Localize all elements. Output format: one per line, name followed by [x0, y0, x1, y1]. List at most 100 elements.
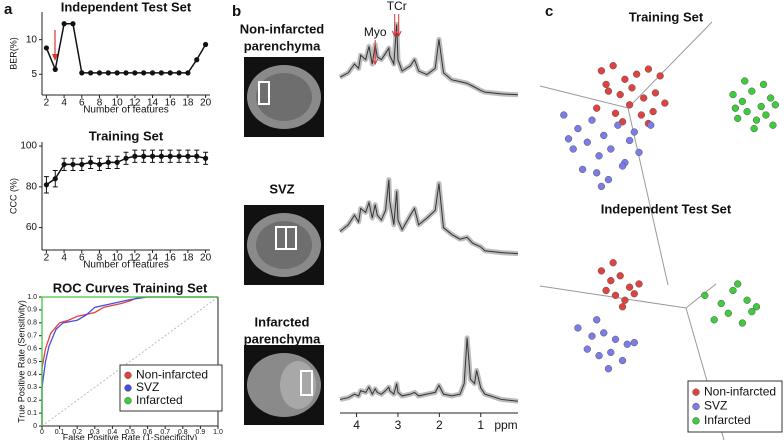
x-tick-label: 10	[112, 98, 124, 109]
x-tick-label: 8	[97, 98, 103, 109]
point	[743, 296, 751, 304]
y-tick-label: 0.6	[27, 345, 37, 352]
x-tick-label: 2	[436, 418, 443, 432]
y-tick-label: 60	[26, 222, 38, 233]
x-tick-label: 14	[147, 98, 159, 109]
marker	[79, 161, 85, 168]
point	[651, 89, 660, 97]
point	[738, 319, 747, 327]
marker	[202, 41, 209, 48]
marker	[149, 70, 156, 76]
point	[623, 340, 631, 348]
point	[588, 332, 596, 340]
point	[766, 94, 775, 102]
y-tick-label: 5	[31, 69, 37, 80]
x-tick-label: 18	[182, 253, 194, 264]
marker	[70, 21, 76, 27]
x-tick-label: 0.6	[143, 429, 153, 436]
point	[752, 116, 761, 124]
point	[602, 80, 610, 89]
point	[593, 169, 601, 177]
y-tick-label: 10	[26, 34, 38, 45]
annotation: Myo	[364, 25, 387, 39]
point	[724, 309, 732, 317]
y-tick-label: 0.8	[27, 320, 37, 327]
y-tick-label: 0.1	[27, 410, 37, 417]
spectrum-line	[339, 179, 519, 255]
point	[621, 296, 629, 304]
spectrum-title: SVZ	[269, 181, 294, 196]
x-tick-label: 0.9	[196, 429, 206, 436]
point	[743, 107, 751, 116]
x-tick-label: 0.3	[90, 429, 100, 436]
line	[41, 296, 218, 426]
spectrum-title: parenchyma	[244, 38, 321, 53]
legend-swatch	[692, 388, 700, 396]
point	[734, 114, 742, 123]
x-tick-label: 12	[129, 253, 141, 264]
chart-title: Independent Test Set	[61, 0, 192, 14]
point	[762, 111, 770, 119]
marker	[176, 153, 182, 159]
annotation: TCr	[387, 0, 407, 13]
point	[578, 165, 587, 174]
y-tick-label: 0.9	[27, 307, 37, 314]
marker	[61, 161, 67, 168]
line	[45, 23, 207, 74]
legend-swatch	[124, 397, 132, 405]
x-tick-label: 0.8	[178, 429, 188, 436]
point	[604, 365, 613, 373]
spectrum-band	[339, 335, 519, 404]
point	[607, 145, 615, 153]
x-tick-label: 10	[112, 253, 124, 264]
marker	[194, 153, 200, 159]
marker	[52, 176, 58, 182]
point	[717, 299, 725, 308]
mri-image	[244, 345, 324, 425]
panel-label: b	[232, 3, 241, 20]
marker	[176, 70, 182, 76]
legend-label: Infarcted	[136, 393, 183, 407]
point	[618, 162, 627, 170]
x-tick-label: 16	[165, 253, 177, 264]
point	[611, 291, 620, 300]
point	[752, 303, 761, 311]
point	[600, 329, 608, 337]
x-tick-label: 0	[40, 429, 44, 436]
x-tick-label: 8	[97, 253, 103, 264]
x-tick-label: 1.0	[213, 429, 223, 436]
mri-image	[244, 57, 324, 137]
marker	[43, 45, 50, 51]
y-tick-label: 0	[33, 423, 37, 430]
marker	[105, 70, 111, 76]
point	[597, 267, 606, 275]
legend-swatch	[124, 371, 132, 379]
legend	[687, 380, 783, 433]
x-tick-label: 0.7	[160, 429, 170, 436]
marker	[43, 182, 50, 188]
x-tick-label: 0.5	[125, 429, 135, 436]
point	[630, 338, 638, 347]
legend-label: SVZ	[704, 399, 727, 413]
legend-swatch	[124, 384, 132, 392]
chart-title: Training Set	[629, 9, 704, 24]
marker	[167, 153, 173, 159]
point	[649, 107, 657, 116]
point	[630, 290, 638, 298]
arrow	[52, 30, 58, 61]
x-axis-label: Number of features	[83, 105, 169, 116]
marker	[202, 155, 209, 161]
x-tick-label: 0.2	[72, 429, 82, 436]
point	[600, 131, 608, 140]
x-tick-label: 6	[79, 98, 85, 109]
line	[41, 296, 218, 426]
point	[583, 345, 591, 353]
point	[750, 124, 758, 133]
spectrum-title: parenchyma	[244, 331, 321, 346]
spectrum-title: Non-infarcted	[240, 21, 325, 36]
point	[597, 67, 606, 75]
arrow	[395, 14, 402, 38]
point	[595, 152, 603, 160]
x-tick-label: 0.4	[108, 429, 118, 436]
